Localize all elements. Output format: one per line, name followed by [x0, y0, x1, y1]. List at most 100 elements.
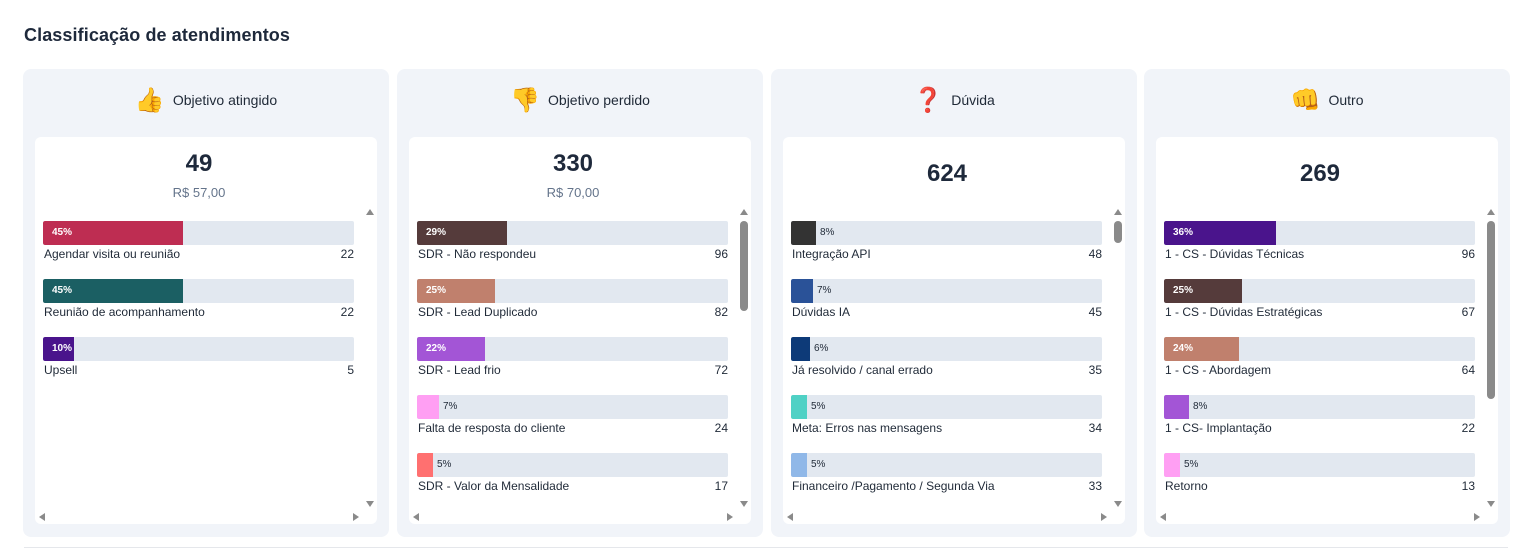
scroll-down-icon[interactable]: [740, 501, 748, 507]
progress-bar: 8%: [1164, 395, 1475, 419]
list-item: 29% SDR - Não respondeu 96: [417, 221, 728, 269]
total-value: R$ 70,00: [546, 185, 600, 200]
scroll-right-icon[interactable]: [1474, 513, 1480, 521]
scroll-up-icon[interactable]: [1114, 209, 1122, 215]
item-label: 1 - CS - Dúvidas Estratégicas: [1165, 305, 1323, 319]
scroll-left-icon[interactable]: [1160, 513, 1166, 521]
progress-bar: 45%: [43, 279, 354, 303]
card-content[interactable]: 624 8% Integração API 48 7% Dúvidas IA 45 6% Já …: [783, 137, 1125, 524]
progress-fill: [1164, 221, 1276, 245]
progress-fill: [1164, 337, 1239, 361]
progress-bar: 29%: [417, 221, 728, 245]
progress-percent: 6%: [814, 343, 829, 354]
card-title: Objetivo perdido: [548, 92, 650, 108]
scroll-up-icon[interactable]: [366, 209, 374, 215]
item-count: 5: [347, 363, 354, 377]
card-content[interactable]: 330 R$ 70,00 29% SDR - Não respondeu 96 25% SD…: [409, 137, 751, 524]
scrollbar-thumb[interactable]: [1114, 221, 1122, 243]
vertical-scrollbar[interactable]: [1111, 207, 1125, 509]
horizontal-scrollbar[interactable]: [35, 510, 363, 524]
item-count: 22: [340, 247, 354, 261]
card-header: ❓ Dúvida: [771, 83, 1137, 117]
scroll-down-icon[interactable]: [1487, 501, 1495, 507]
progress-bar: 5%: [791, 395, 1102, 419]
scroll-left-icon[interactable]: [787, 513, 793, 521]
progress-percent: 25%: [426, 285, 447, 296]
thumbs-up-icon: 👍: [134, 86, 165, 114]
item-label: SDR - Não respondeu: [418, 247, 537, 261]
scroll-down-icon[interactable]: [366, 501, 374, 507]
item-label: Integração API: [792, 247, 871, 261]
scrollbar-thumb[interactable]: [740, 221, 748, 311]
scrollbar-thumb[interactable]: [1487, 221, 1495, 399]
card-objetivo-atingido: 👍 Objetivo atingido 49 R$ 57,00 45% Agendar v…: [23, 69, 389, 537]
list-item: 24% 1 - CS - Abordagem 64: [1164, 337, 1475, 385]
total-count: 269: [1299, 160, 1341, 187]
progress-bar: 7%: [417, 395, 728, 419]
scroll-down-icon[interactable]: [1114, 501, 1122, 507]
scroll-left-icon[interactable]: [39, 513, 45, 521]
progress-percent: 8%: [820, 227, 835, 238]
progress-fill: [1164, 395, 1189, 419]
card-content[interactable]: 49 R$ 57,00 45% Agendar visita ou reunião 22…: [35, 137, 377, 524]
progress-fill: [1164, 279, 1242, 303]
item-label: Retorno: [1165, 479, 1208, 493]
progress-bar: 25%: [417, 279, 728, 303]
card-objetivo-perdido: 👎 Objetivo perdido 330 R$ 70,00 29% SDR - Não…: [397, 69, 763, 537]
item-label: Upsell: [44, 363, 78, 377]
scroll-right-icon[interactable]: [727, 513, 733, 521]
horizontal-scrollbar[interactable]: [409, 510, 737, 524]
vertical-scrollbar[interactable]: [363, 207, 377, 509]
progress-bar: 5%: [1164, 453, 1475, 477]
progress-fill: [791, 395, 807, 419]
item-count: 67: [1461, 305, 1475, 319]
scroll-left-icon[interactable]: [413, 513, 419, 521]
progress-percent: 5%: [437, 459, 452, 470]
card-outro: 👊 Outro 269 36% 1 - CS - Dúvidas Técnicas 96 2…: [1144, 69, 1510, 537]
progress-percent: 22%: [426, 343, 447, 354]
progress-bar: 45%: [43, 221, 354, 245]
scroll-up-icon[interactable]: [1487, 209, 1495, 215]
progress-fill: [791, 279, 813, 303]
list-item: 5% Meta: Erros nas mensagens 34: [791, 395, 1102, 443]
progress-fill: [791, 453, 807, 477]
vertical-scrollbar[interactable]: [737, 207, 751, 509]
list-item: 8% Integração API 48: [791, 221, 1102, 269]
item-label: 1 - CS - Abordagem: [1165, 363, 1272, 377]
list-item: 45% Agendar visita ou reunião 22: [43, 221, 354, 269]
fist-icon: 👊: [1290, 86, 1321, 114]
item-label: SDR - Valor da Mensalidade: [418, 479, 570, 493]
total-count: 330: [552, 150, 594, 177]
progress-fill: [791, 337, 810, 361]
list-item: 22% SDR - Lead frio 72: [417, 337, 728, 385]
progress-percent: 8%: [1193, 401, 1208, 412]
list-item: 7% Falta de resposta do cliente 24: [417, 395, 728, 443]
progress-bar: 22%: [417, 337, 728, 361]
vertical-scrollbar[interactable]: [1484, 207, 1498, 509]
total-count: 49: [185, 150, 213, 177]
item-count: 96: [714, 247, 728, 261]
horizontal-scrollbar[interactable]: [1156, 510, 1484, 524]
card-content[interactable]: 269 36% 1 - CS - Dúvidas Técnicas 96 25% 1 - …: [1156, 137, 1498, 524]
horizontal-scrollbar[interactable]: [783, 510, 1111, 524]
section-divider: [24, 547, 1508, 548]
progress-bar: 8%: [791, 221, 1102, 245]
progress-fill: [417, 395, 439, 419]
scroll-right-icon[interactable]: [353, 513, 359, 521]
card-title: Dúvida: [951, 92, 995, 108]
item-count: 22: [1461, 421, 1475, 435]
item-label: 1 - CS- Implantação: [1165, 421, 1272, 435]
progress-fill: [43, 279, 183, 303]
progress-fill: [417, 279, 495, 303]
progress-percent: 25%: [1173, 285, 1194, 296]
list-item: 36% 1 - CS - Dúvidas Técnicas 96: [1164, 221, 1475, 269]
item-count: 33: [1088, 479, 1102, 493]
progress-percent: 10%: [52, 343, 73, 354]
progress-percent: 36%: [1173, 227, 1194, 238]
scroll-right-icon[interactable]: [1101, 513, 1107, 521]
list-item: 45% Reunião de acompanhamento 22: [43, 279, 354, 327]
scroll-up-icon[interactable]: [740, 209, 748, 215]
item-count: 17: [714, 479, 728, 493]
item-label: Financeiro /Pagamento / Segunda Via: [792, 479, 995, 493]
item-label: Já resolvido / canal errado: [792, 363, 933, 377]
